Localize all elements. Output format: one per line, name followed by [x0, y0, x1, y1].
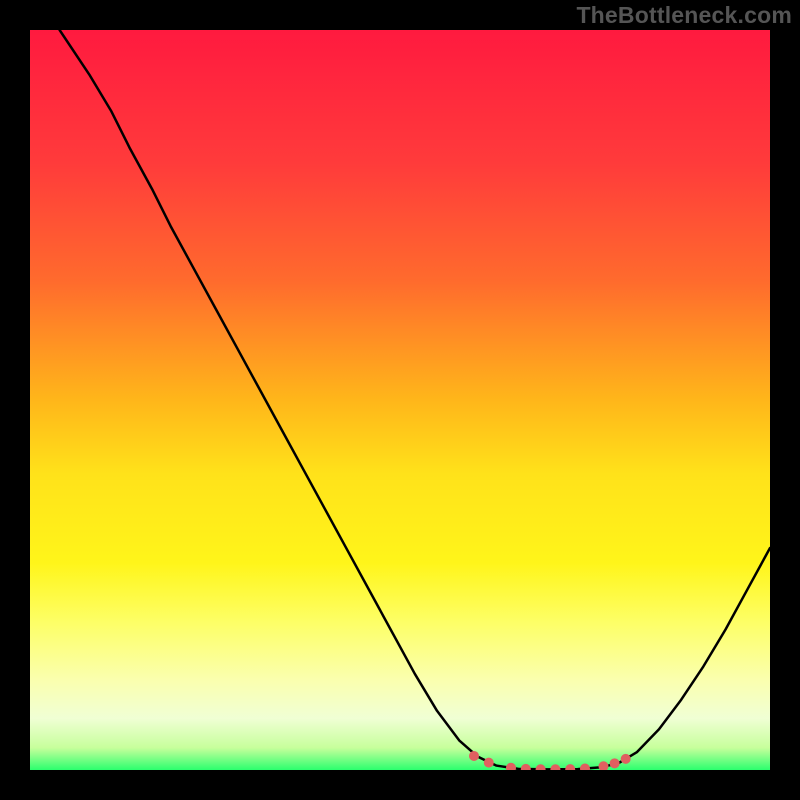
highlight-dot	[566, 765, 575, 770]
highlight-dot	[470, 751, 479, 760]
highlight-dot	[599, 762, 608, 770]
highlight-dot	[536, 765, 545, 770]
plot-area	[30, 30, 770, 770]
chart-svg	[30, 30, 770, 770]
chart-frame: TheBottleneck.com	[0, 0, 800, 800]
highlight-dot	[521, 764, 530, 770]
highlight-dot	[484, 758, 493, 767]
highlight-dot	[507, 763, 516, 770]
highlight-dot	[551, 765, 560, 770]
watermark-text: TheBottleneck.com	[576, 2, 792, 29]
highlight-dot	[610, 759, 619, 768]
highlight-dot	[621, 754, 630, 763]
gradient-background	[30, 30, 770, 770]
highlight-dot	[581, 764, 590, 770]
